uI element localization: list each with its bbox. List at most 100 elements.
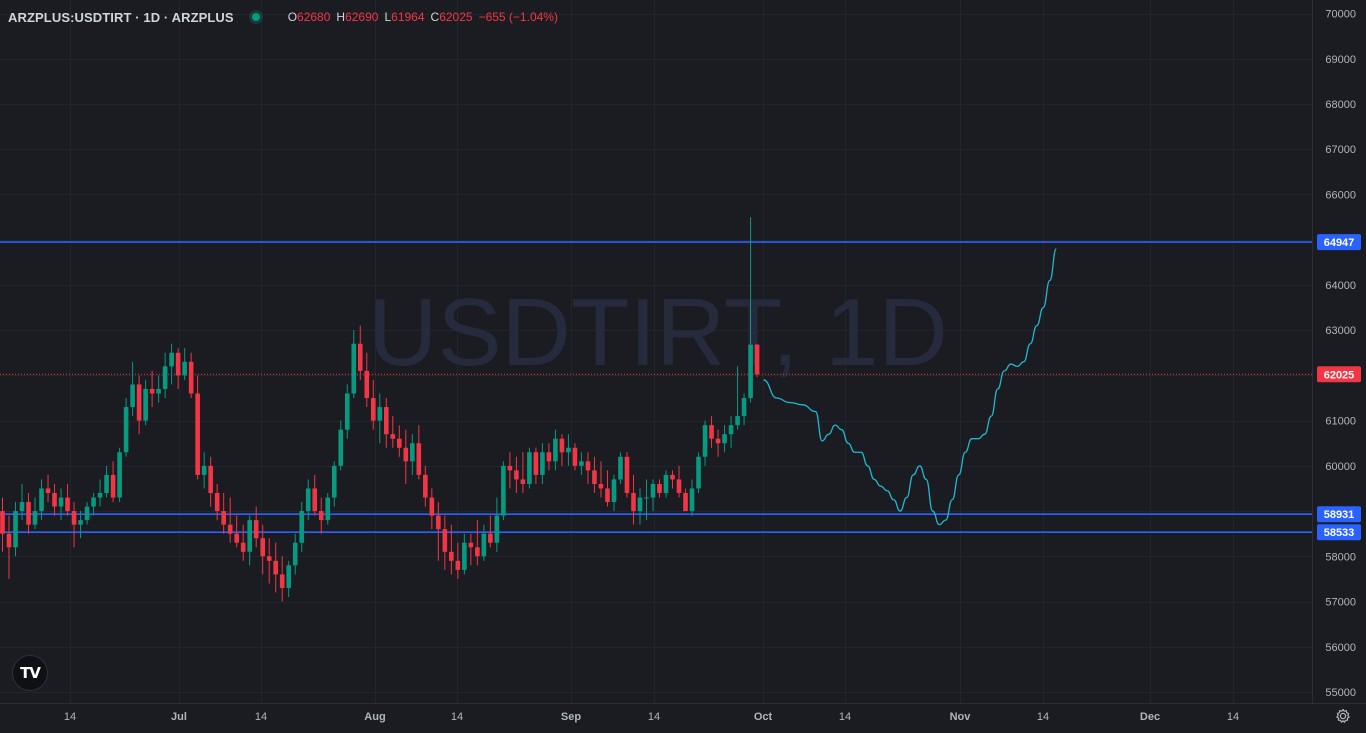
candle[interactable] — [370, 379, 376, 430]
candle[interactable] — [475, 520, 480, 566]
candle[interactable] — [748, 217, 753, 403]
candle[interactable] — [240, 524, 246, 561]
candle[interactable] — [6, 515, 12, 579]
candle[interactable] — [403, 429, 409, 484]
candle[interactable] — [709, 416, 714, 448]
candle[interactable] — [416, 425, 422, 480]
candle[interactable] — [130, 361, 135, 417]
candle[interactable] — [533, 447, 539, 484]
candle[interactable] — [423, 465, 428, 507]
candle[interactable] — [266, 538, 272, 584]
candle[interactable] — [71, 502, 77, 548]
candle[interactable] — [0, 497, 5, 552]
candle[interactable] — [689, 479, 695, 516]
candle[interactable] — [442, 515, 448, 570]
candle[interactable] — [449, 524, 454, 575]
candle[interactable] — [286, 560, 292, 598]
candle[interactable] — [553, 429, 558, 471]
candle[interactable] — [13, 502, 18, 557]
candle[interactable] — [644, 479, 649, 521]
candle[interactable] — [273, 542, 279, 593]
candle[interactable] — [637, 488, 643, 525]
candle[interactable] — [188, 352, 194, 399]
candle[interactable] — [175, 348, 181, 389]
tradingview-logo-icon[interactable]: TV — [12, 655, 48, 691]
candle[interactable] — [572, 443, 578, 471]
candle[interactable] — [104, 465, 109, 498]
projection-line[interactable] — [763, 248, 1057, 526]
candle[interactable] — [585, 452, 591, 484]
candle[interactable] — [357, 325, 363, 380]
candle[interactable] — [182, 348, 187, 380]
candle[interactable] — [683, 488, 688, 512]
candle[interactable] — [58, 488, 64, 521]
candle[interactable] — [631, 474, 636, 525]
candle[interactable] — [754, 344, 760, 378]
candle[interactable] — [514, 456, 519, 493]
candle[interactable] — [279, 556, 285, 602]
candle[interactable] — [110, 461, 116, 503]
candle[interactable] — [702, 420, 708, 466]
candle[interactable] — [462, 533, 467, 575]
candle[interactable] — [169, 343, 174, 385]
candle[interactable] — [410, 434, 415, 475]
candle[interactable] — [735, 366, 740, 430]
candle[interactable] — [527, 447, 532, 489]
candle[interactable] — [32, 497, 38, 530]
candle[interactable] — [436, 502, 441, 561]
candle[interactable] — [325, 492, 331, 525]
candle[interactable] — [234, 515, 239, 548]
candle[interactable] — [156, 375, 161, 403]
chart-settings-button[interactable] — [1332, 705, 1354, 727]
candle[interactable] — [221, 492, 226, 534]
candle[interactable] — [351, 330, 357, 399]
candle[interactable] — [19, 483, 25, 521]
candle[interactable] — [117, 447, 122, 503]
candle[interactable] — [201, 452, 207, 489]
candle[interactable] — [78, 511, 83, 539]
candle[interactable] — [364, 352, 370, 408]
candle[interactable] — [715, 429, 721, 457]
candle[interactable] — [657, 479, 662, 498]
candle[interactable] — [540, 443, 545, 484]
candle[interactable] — [377, 393, 383, 444]
candle[interactable] — [670, 470, 675, 489]
candle[interactable] — [305, 479, 311, 521]
candle[interactable] — [722, 425, 727, 453]
candle[interactable] — [136, 375, 142, 435]
candle[interactable] — [149, 370, 155, 408]
candle[interactable] — [546, 443, 552, 471]
candle[interactable] — [84, 502, 90, 525]
candle[interactable] — [390, 416, 396, 448]
candle[interactable] — [214, 483, 220, 521]
candle[interactable] — [624, 452, 630, 498]
candle[interactable] — [501, 461, 506, 521]
candle[interactable] — [312, 474, 318, 516]
candle[interactable] — [728, 416, 734, 448]
candle[interactable] — [91, 492, 96, 516]
candle[interactable] — [123, 398, 129, 457]
candle[interactable] — [52, 483, 57, 516]
candle[interactable] — [611, 474, 617, 512]
candle[interactable] — [507, 452, 513, 489]
candle[interactable] — [650, 479, 656, 512]
symbol-title[interactable]: ARZPLUS:USDTIRT · 1D · ARZPLUS — [8, 9, 234, 25]
candle[interactable] — [455, 542, 461, 579]
candle[interactable] — [494, 497, 500, 552]
candle[interactable] — [429, 488, 435, 530]
candle[interactable] — [318, 497, 324, 534]
candle[interactable] — [559, 434, 565, 466]
candle[interactable] — [598, 461, 604, 498]
candle[interactable] — [397, 425, 402, 457]
candle[interactable] — [208, 456, 213, 507]
candle[interactable] — [162, 352, 168, 399]
candle[interactable] — [331, 461, 337, 507]
candle[interactable] — [741, 393, 747, 426]
candle[interactable] — [338, 420, 344, 471]
candle[interactable] — [676, 465, 682, 498]
candle[interactable] — [227, 497, 233, 543]
candle[interactable] — [618, 452, 623, 484]
candle[interactable] — [579, 452, 584, 475]
